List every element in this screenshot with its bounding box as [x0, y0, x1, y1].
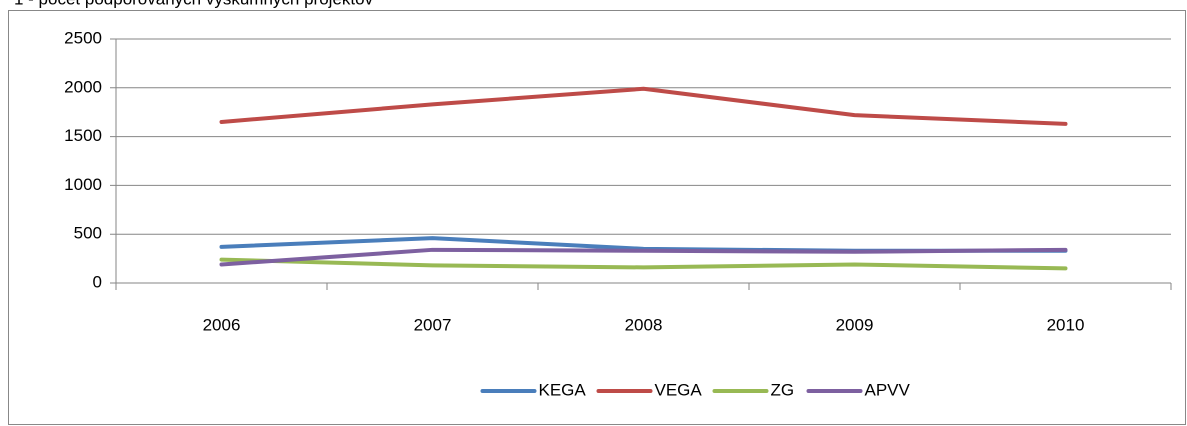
y-tick-label: 1500 [64, 126, 102, 145]
x-tick-label: 2009 [836, 315, 874, 334]
legend-label: VEGA [655, 380, 703, 399]
y-tick-label: 0 [93, 272, 102, 291]
chart-border [8, 10, 1186, 425]
y-tick-label: 2000 [64, 77, 102, 96]
x-tick-label: 2006 [203, 315, 241, 334]
y-tick-label: 500 [74, 224, 102, 243]
x-tick-label: 2007 [414, 315, 452, 334]
legend-label: APVV [865, 380, 911, 399]
y-tick-label: 1000 [64, 175, 102, 194]
legend-label: KEGA [539, 380, 587, 399]
y-tick-label: 2500 [64, 28, 102, 47]
x-tick-label: 2008 [625, 315, 663, 334]
x-tick-label: 2010 [1047, 315, 1085, 334]
chart-title: 1 - počet podporovaných výskumných proje… [14, 0, 374, 8]
series-line [219, 86, 1068, 126]
series-line [219, 257, 1068, 271]
legend-label: ZG [771, 380, 795, 399]
series-line [219, 247, 1068, 267]
